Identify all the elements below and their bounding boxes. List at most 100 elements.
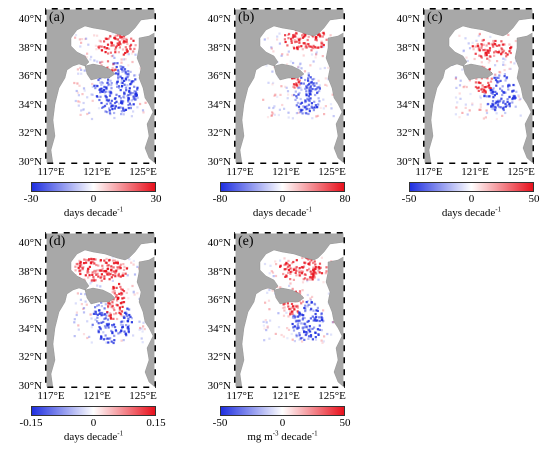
map bbox=[234, 232, 345, 388]
mainland bbox=[234, 232, 345, 388]
shandong-peninsula bbox=[462, 63, 494, 81]
lon-tick-label: 117°E bbox=[37, 390, 65, 402]
map bbox=[423, 8, 534, 164]
lat-tick-label: 34°N bbox=[207, 322, 231, 335]
lon-tick-label: 117°E bbox=[226, 390, 254, 402]
lat-tick-label: 32°N bbox=[396, 127, 420, 139]
colorbar-unit-label: days decade-1 bbox=[63, 205, 124, 219]
lat-tick-label: 38°N bbox=[18, 265, 42, 278]
lat-tick-label: 36°N bbox=[396, 70, 420, 82]
colorbar bbox=[31, 182, 156, 192]
unit-exponent: -3 bbox=[272, 429, 279, 438]
map bbox=[45, 232, 156, 388]
shandong-peninsula bbox=[273, 287, 305, 305]
lon-tick-label: 125°E bbox=[318, 166, 346, 178]
lat-tick-label: 40°N bbox=[207, 237, 231, 249]
map-frame bbox=[234, 8, 345, 164]
trend-field bbox=[73, 256, 147, 345]
lat-tick-label: 40°N bbox=[396, 13, 420, 25]
unit-text: decade bbox=[278, 431, 312, 443]
colorbar-tick-mid: 0 bbox=[90, 417, 97, 429]
lat-tick-label: 36°N bbox=[207, 70, 231, 82]
lat-tick-label: 30°N bbox=[207, 155, 231, 168]
unit-text: days decade bbox=[441, 207, 496, 219]
lat-tick-label: 36°N bbox=[18, 294, 42, 306]
lat-tick-label: 32°N bbox=[207, 351, 231, 363]
lat-tick-label: 36°N bbox=[18, 70, 42, 82]
lat-tick-label: 36°N bbox=[207, 294, 231, 306]
colorbar-tick-min: -0.15 bbox=[19, 417, 43, 429]
map-frame bbox=[234, 232, 345, 388]
shandong-peninsula bbox=[273, 63, 305, 81]
colorbar-tick-mid: 0 bbox=[90, 193, 97, 205]
lat-tick-label: 40°N bbox=[207, 13, 231, 25]
lon-tick-label: 125°E bbox=[318, 390, 346, 402]
trend-field bbox=[73, 32, 147, 121]
shandong-peninsula bbox=[84, 287, 116, 305]
trend-field bbox=[451, 32, 525, 121]
korean-peninsula bbox=[325, 255, 345, 388]
lon-tick-label: 121°E bbox=[83, 390, 111, 402]
lon-tick-label: 125°E bbox=[129, 166, 157, 178]
lat-tick-label: 30°N bbox=[18, 379, 42, 392]
lat-tick-label: 38°N bbox=[396, 41, 420, 54]
panel-label: (d) bbox=[49, 234, 66, 249]
unit-text: days decade bbox=[252, 207, 307, 219]
korean-peninsula bbox=[325, 31, 345, 164]
colorbar-tick-mid: 0 bbox=[279, 193, 286, 205]
lat-tick-label: 30°N bbox=[207, 379, 231, 392]
colorbar-tick-max: 50 bbox=[339, 417, 351, 429]
colorbar-tick-mid: 0 bbox=[468, 193, 475, 205]
colorbar-tick-min: -50 bbox=[401, 193, 417, 205]
map bbox=[234, 8, 345, 164]
korean-peninsula bbox=[136, 255, 156, 388]
colorbar-tick-mid: 0 bbox=[279, 417, 286, 429]
lat-tick-label: 40°N bbox=[18, 237, 42, 249]
lon-tick-label: 117°E bbox=[226, 166, 254, 178]
lon-tick-label: 121°E bbox=[272, 166, 300, 178]
colorbar-tick-max: 50 bbox=[528, 193, 540, 205]
lat-tick-label: 34°N bbox=[18, 322, 42, 335]
colorbar-unit-label: mg m-3 decade-1 bbox=[247, 429, 318, 443]
panel-label: (a) bbox=[49, 10, 65, 25]
unit-exponent: -1 bbox=[117, 429, 124, 438]
lon-tick-label: 117°E bbox=[37, 166, 65, 178]
trend-field bbox=[262, 28, 336, 120]
colorbar-tick-max: 30 bbox=[150, 193, 162, 205]
lat-tick-label: 34°N bbox=[207, 98, 231, 111]
colorbar-tick-min: -30 bbox=[23, 193, 39, 205]
unit-text: days decade bbox=[63, 431, 118, 443]
colorbar-unit-label: days decade-1 bbox=[63, 429, 124, 443]
lon-tick-label: 121°E bbox=[272, 390, 300, 402]
panel-label: (b) bbox=[238, 10, 255, 25]
map bbox=[45, 8, 156, 164]
lat-tick-label: 38°N bbox=[18, 41, 42, 54]
panel-label: (c) bbox=[427, 10, 443, 25]
unit-exponent: -1 bbox=[311, 429, 318, 438]
lon-tick-label: 117°E bbox=[415, 166, 443, 178]
lat-tick-label: 32°N bbox=[18, 127, 42, 139]
mainland bbox=[45, 232, 156, 388]
map-frame bbox=[45, 232, 156, 388]
unit-text: days decade bbox=[63, 207, 118, 219]
lon-tick-label: 125°E bbox=[129, 390, 157, 402]
colorbar-unit-label: days decade-1 bbox=[252, 206, 312, 219]
mainland bbox=[234, 8, 345, 164]
colorbar bbox=[220, 182, 345, 192]
colorbar-tick-min: -80 bbox=[212, 193, 228, 205]
colorbar-tick-min: -50 bbox=[212, 417, 228, 429]
colorbar bbox=[31, 406, 156, 416]
map-frame bbox=[45, 8, 156, 164]
lat-tick-label: 32°N bbox=[18, 351, 42, 363]
mainland bbox=[45, 8, 156, 164]
lat-tick-label: 38°N bbox=[207, 265, 231, 278]
unit-exponent: -1 bbox=[117, 205, 124, 214]
map-frame bbox=[423, 8, 534, 164]
colorbar-tick-max: 80 bbox=[339, 193, 351, 205]
lon-tick-label: 121°E bbox=[83, 166, 111, 178]
lat-tick-label: 32°N bbox=[207, 127, 231, 139]
lat-tick-label: 40°N bbox=[18, 13, 42, 25]
colorbar bbox=[220, 406, 345, 416]
korean-peninsula bbox=[136, 31, 156, 164]
